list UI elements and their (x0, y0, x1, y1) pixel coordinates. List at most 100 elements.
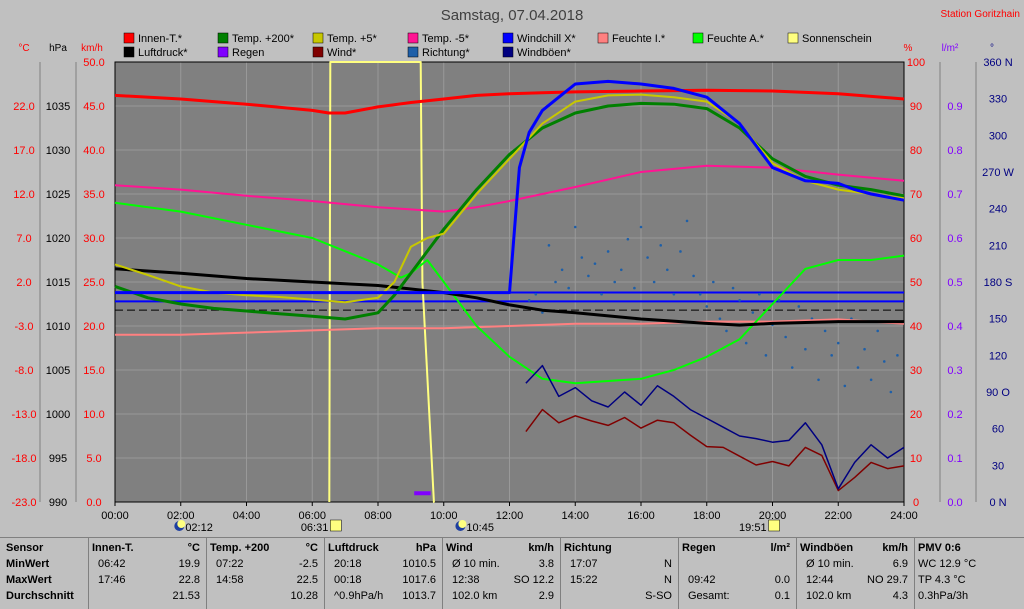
tick-temp: -23.0 (11, 497, 36, 509)
stats-row: TP 4.3 °C (918, 572, 1018, 588)
tick-x: 08:00 (364, 510, 392, 522)
stats-header-unit: hPa (415, 542, 436, 554)
tick-kmh: 5.0 (86, 453, 101, 465)
moonrise-label: 02:12 (185, 522, 213, 534)
stats-row: 15:22 N (564, 572, 676, 588)
direction-point (882, 360, 886, 363)
stats-row: Ø 10 min. 3.8 (446, 556, 558, 572)
stats-row: Durchschnitt (6, 588, 90, 604)
stats-header-label: Temp. +200 (210, 542, 270, 554)
chart-title: Samstag, 07.04.2018 (441, 7, 584, 24)
direction-point (679, 250, 682, 253)
direction-point (823, 329, 827, 333)
legend-label-temp5: Temp. +5* (327, 33, 378, 45)
stats-time: 00:18 (334, 574, 362, 586)
stats-time: WC 12.9 °C (918, 558, 977, 570)
direction-point (685, 219, 689, 223)
sunset-label: 19:51 (739, 522, 767, 534)
stats-row-label: Durchschnitt (6, 590, 74, 602)
stats-row: 06:42 19.9 (92, 556, 204, 572)
left-axes: 22.0 17.0 12.0 7.0 2.0 -3.0 -8.0 -13.0 -18.0 -23.… (11, 57, 104, 509)
tick-pct: 90 (910, 101, 922, 113)
stats-time: 0.3hPa/3h (918, 590, 969, 602)
tick-deg: 150 (989, 314, 1007, 326)
stats-header-label: Innen-T. (92, 542, 134, 554)
tick-temp: 22.0 (13, 101, 34, 113)
stats-time: 102.0 km (806, 590, 852, 602)
tick-x: 24:00 (890, 510, 918, 522)
stats-value: N (664, 558, 672, 570)
direction-point (758, 292, 761, 296)
stats-separator (324, 538, 325, 609)
tick-lm2: 0.7 (947, 189, 962, 201)
series-innen (114, 88, 905, 115)
direction-point (843, 384, 847, 388)
direction-point (613, 280, 616, 284)
stats-header-windboeen: Windböen km/h (800, 540, 912, 556)
sunrise-icon (330, 519, 342, 532)
stats-row: Ø 10 min. 6.9 (800, 556, 912, 572)
legend-label-temp200: Temp. +200* (232, 33, 295, 45)
stats-header-unit: °C (305, 542, 318, 554)
stats-header-luftdruck: Luftdruck hPa (328, 540, 440, 556)
stats-time: 14:58 (216, 574, 244, 586)
stats-separator (678, 538, 679, 609)
stats-value: 4.3 (892, 590, 908, 602)
direction-point (633, 286, 636, 290)
tick-x: 02:00 (167, 510, 195, 522)
tick-hpa: 1025 (46, 189, 70, 201)
tick-lm2: 0.3 (947, 365, 962, 377)
direction-point (560, 268, 564, 272)
weather-chart: Samstag, 07.04.2018 Station Goritzhain I… (11, 7, 1020, 534)
tick-deg: 90 O (986, 387, 1010, 399)
direction-point (652, 280, 656, 284)
direction-point (646, 256, 649, 259)
stats-col-windboeen: Windböen km/h Ø 10 min. 6.9 12:44 NO 29.7 102.… (800, 540, 912, 608)
stats-value: 1010.5 (402, 558, 436, 570)
tick-hpa: 990 (49, 497, 67, 509)
stats-separator (206, 538, 207, 609)
tick-x: 20:00 (759, 510, 787, 522)
axis-header-lm2: l/m² (942, 43, 959, 54)
stats-header-sensor: Sensor (6, 540, 90, 556)
stats-separator (560, 538, 561, 609)
direction-point (896, 354, 899, 357)
stats-row: 0.3hPa/3h (918, 588, 1018, 604)
tick-deg: 60 (992, 424, 1004, 436)
direction-point (797, 305, 801, 308)
legend-label-luftdruck: Luftdruck* (138, 47, 188, 59)
tick-temp: -18.0 (11, 453, 36, 465)
direction-point (527, 299, 531, 302)
direction-point (534, 292, 538, 296)
legend-label-sonnenschein: Sonnenschein (802, 33, 872, 45)
tick-temp: 2.0 (16, 277, 31, 289)
direction-point (606, 250, 610, 253)
legend-label-regen: Regen (232, 47, 264, 59)
stats-header-pmv: PMV 0:6 (918, 540, 1018, 556)
x-axis: 00:00 02:00 04:00 06:00 08:00 10:00 12:00 14:00… (101, 502, 918, 522)
stats-col-innen: Innen-T. °C 06:42 19.9 17:46 22.8 21.53 (92, 540, 204, 608)
stats-row: 102.0 km 2.9 (446, 588, 558, 604)
stats-header-label: Luftdruck (328, 542, 379, 554)
legend-label-windboeen: Windböen* (517, 47, 572, 59)
stats-value: SO 12.2 (513, 574, 554, 586)
tick-deg: 180 S (984, 277, 1013, 289)
tick-deg: 210 (989, 240, 1007, 252)
stats-header-innen: Innen-T. °C (92, 540, 204, 556)
series-windchill (115, 79, 905, 295)
tick-pct: 60 (910, 233, 922, 245)
tick-pct: 80 (910, 145, 922, 157)
stats-value: 1013.7 (402, 590, 436, 602)
stats-row: 00:18 1017.6 (328, 572, 440, 588)
tick-pct: 20 (910, 409, 922, 421)
stats-time: TP 4.3 °C (918, 574, 966, 586)
direction-point (547, 244, 551, 247)
direction-point (889, 390, 893, 394)
stats-header-unit: km/h (528, 542, 554, 554)
stats-separator (796, 538, 797, 609)
stats-col-regen: Regen l/m² 09:42 0.0 Gesamt: 0.1 (682, 540, 794, 608)
stats-header-label: Regen (682, 542, 716, 554)
stats-header-label: Wind (446, 542, 473, 554)
tick-pct: 40 (910, 321, 922, 333)
direction-point (573, 225, 577, 229)
